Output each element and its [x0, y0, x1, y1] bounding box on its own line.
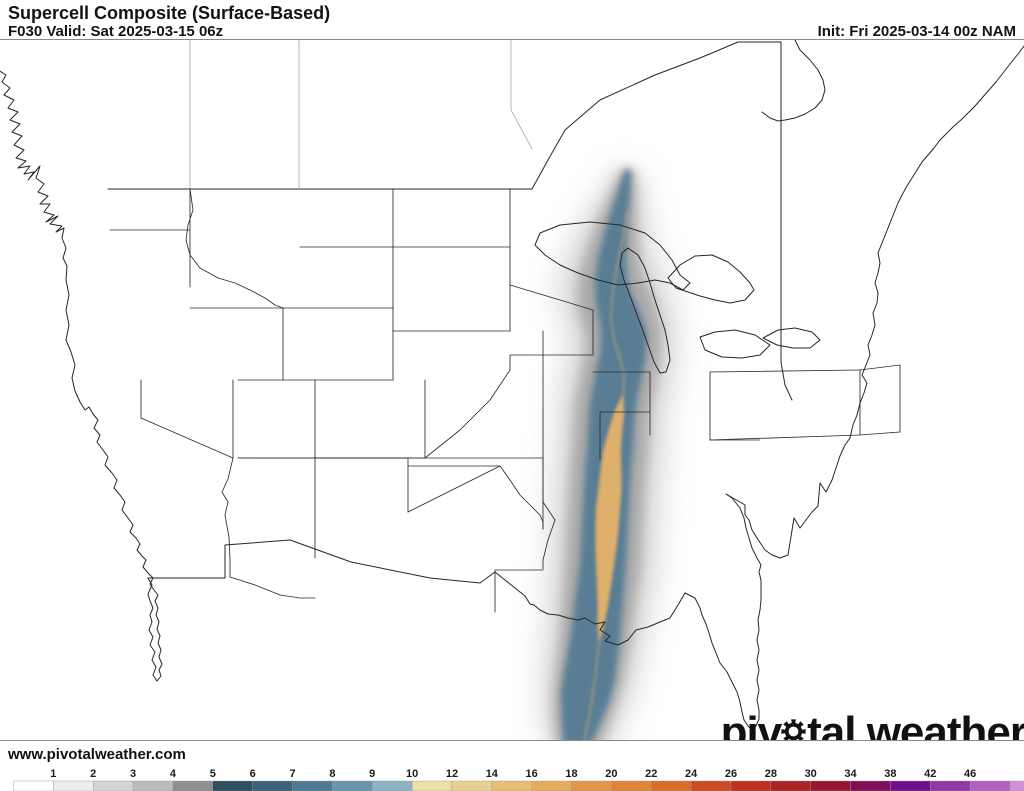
svg-text:46: 46: [964, 768, 976, 780]
svg-text:26: 26: [725, 768, 737, 780]
svg-text:38: 38: [884, 768, 896, 780]
svg-text:34: 34: [844, 768, 857, 780]
svg-text:8: 8: [329, 768, 335, 780]
svg-text:18: 18: [565, 768, 577, 780]
svg-text:16: 16: [526, 768, 538, 780]
svg-text:28: 28: [765, 768, 777, 780]
svg-text:7: 7: [289, 768, 295, 780]
svg-text:6: 6: [250, 768, 256, 780]
svg-text:24: 24: [685, 768, 698, 780]
svg-text:10: 10: [406, 768, 418, 780]
svg-text:12: 12: [446, 768, 458, 780]
svg-text:2: 2: [90, 768, 96, 780]
svg-text:9: 9: [369, 768, 375, 780]
svg-text:30: 30: [805, 768, 817, 780]
svg-text:20: 20: [605, 768, 617, 780]
svg-text:14: 14: [486, 768, 499, 780]
svg-text:5: 5: [210, 768, 216, 780]
svg-text:4: 4: [170, 768, 177, 780]
svg-text:3: 3: [130, 768, 136, 780]
svg-text:22: 22: [645, 768, 657, 780]
svg-text:42: 42: [924, 768, 936, 780]
svg-text:1: 1: [50, 768, 56, 780]
